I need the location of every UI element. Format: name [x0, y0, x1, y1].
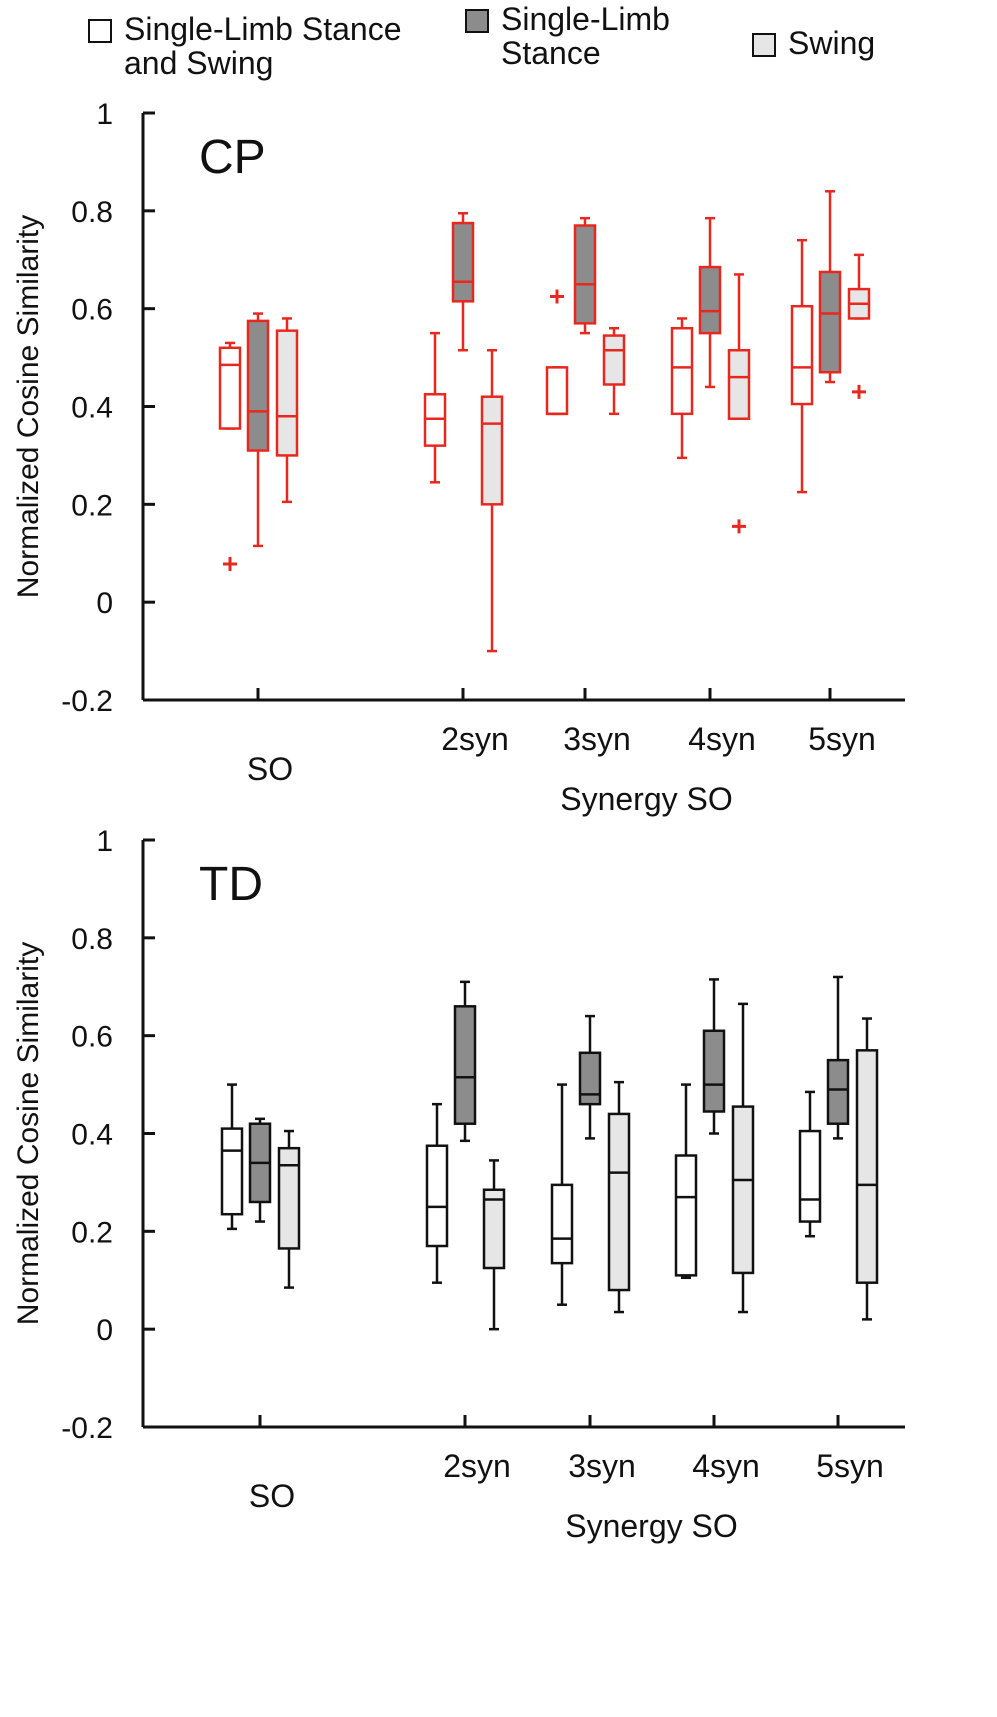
box	[674, 1154, 698, 1277]
box	[573, 224, 597, 325]
y-tick-label: -0.2	[61, 1412, 113, 1445]
y-tick-label: -0.2	[61, 685, 113, 718]
box	[451, 221, 475, 303]
outlier	[223, 557, 237, 572]
x-tick-label: SO	[247, 751, 293, 787]
box	[275, 329, 299, 457]
x-axis-label: Synergy SO	[560, 781, 733, 817]
box	[425, 1144, 449, 1248]
y-tick-label: 0.6	[71, 294, 113, 327]
box	[670, 326, 694, 416]
box	[727, 348, 751, 420]
x-axis-label: Synergy SO	[565, 1508, 738, 1544]
y-tick-label: 0.8	[71, 923, 113, 956]
box	[790, 304, 814, 406]
x-tick-label: 5syn	[808, 721, 876, 757]
box	[545, 366, 569, 416]
y-tick-label: 1	[96, 825, 113, 858]
box	[453, 1005, 477, 1125]
legend-label: Swing	[788, 25, 876, 61]
x-tick-label: 2syn	[443, 1448, 511, 1484]
x-tick-label: 3syn	[563, 721, 631, 757]
y-tick-label: 0	[96, 1314, 113, 1347]
box	[480, 395, 504, 506]
box	[218, 346, 242, 430]
x-tick-label: SO	[249, 1478, 295, 1514]
x-tick-label: 5syn	[816, 1448, 884, 1484]
box	[607, 1112, 631, 1292]
y-tick-label: 0.2	[71, 489, 113, 522]
box	[731, 1105, 755, 1275]
y-axis-label: Normalized Cosine Similarity	[12, 215, 45, 598]
legend-item: Swing	[752, 26, 902, 60]
box	[220, 1127, 244, 1216]
legend-swatch	[752, 33, 776, 57]
box	[578, 1051, 602, 1106]
box	[550, 1183, 574, 1265]
legend-label: Single-Limb Stance	[501, 1, 670, 71]
y-tick-label: 0.4	[71, 1119, 113, 1152]
box	[602, 334, 626, 386]
x-tick-label: 4syn	[688, 721, 756, 757]
box	[698, 265, 722, 335]
x-tick-label: 3syn	[568, 1448, 636, 1484]
y-axis-label: Normalized Cosine Similarity	[12, 942, 45, 1325]
legend-item: Single-Limb Stance	[465, 2, 715, 70]
legend-swatch	[465, 9, 489, 33]
box	[855, 1049, 879, 1284]
y-tick-label: 0.8	[71, 196, 113, 229]
y-tick-label: 0	[96, 587, 113, 620]
y-tick-label: 0.6	[71, 1021, 113, 1054]
box	[798, 1129, 822, 1223]
legend-label: Single-Limb Stance and Swing	[124, 11, 402, 81]
box	[277, 1146, 301, 1250]
y-tick-label: 0.2	[71, 1216, 113, 1249]
x-tick-label: 4syn	[692, 1448, 760, 1484]
legend-swatch	[88, 19, 112, 43]
outlier	[852, 384, 866, 399]
y-tick-label: 1	[96, 98, 113, 131]
outlier	[732, 519, 746, 534]
panel-title: CP	[199, 131, 266, 184]
legend-item: Single-Limb Stance and Swing	[88, 12, 448, 80]
y-tick-label: 0.4	[71, 392, 113, 425]
box	[702, 1029, 726, 1113]
box	[818, 270, 842, 374]
x-tick-label: 2syn	[441, 721, 509, 757]
box	[826, 1058, 850, 1125]
box	[246, 319, 270, 452]
panel-title: TD	[199, 858, 263, 911]
box	[482, 1188, 506, 1270]
outlier	[550, 289, 564, 304]
